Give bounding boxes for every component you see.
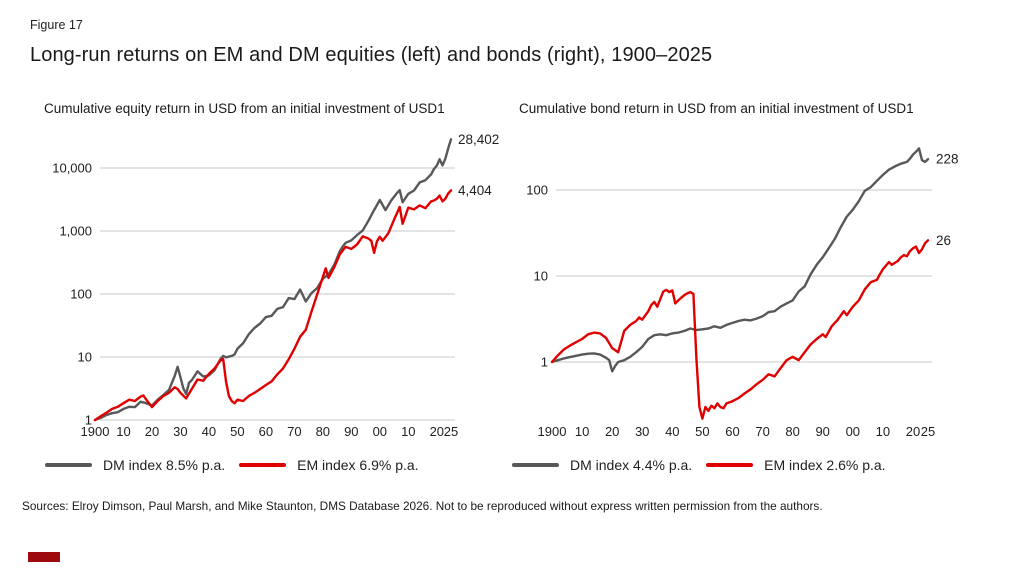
x-tick-label: 1900: [81, 424, 110, 439]
series-line-em: [93, 189, 453, 422]
x-tick-label: 20: [430, 424, 444, 439]
series-line-dm: [550, 147, 930, 373]
x-tick-label: 90: [344, 424, 358, 439]
bond-chart-legend: DM index 4.4% p.a. EM index 2.6% p.a.: [512, 456, 886, 474]
legend-item-dm: DM index 8.5% p.a.: [45, 457, 225, 473]
bond-chart-subtitle: Cumulative bond return in USD from an in…: [519, 101, 914, 116]
y-tick-label: 10,000: [52, 161, 92, 176]
x-tick-label: 70: [755, 424, 769, 439]
brand-mark: [28, 552, 60, 562]
equity-chart-subtitle: Cumulative equity return in USD from an …: [44, 101, 445, 116]
legend-label-em: EM index 2.6% p.a.: [764, 457, 886, 473]
figure-number-label: Figure 17: [30, 18, 83, 32]
x-tick-label: 20: [145, 424, 159, 439]
y-tick-label: 1: [85, 413, 92, 428]
x-tick-label: 30: [173, 424, 187, 439]
legend-item-em: EM index 2.6% p.a.: [706, 457, 886, 473]
series-line-dm: [93, 138, 453, 422]
series-end-label: 28,402: [458, 132, 499, 147]
legend-item-dm: DM index 4.4% p.a.: [512, 457, 692, 473]
legend-item-em: EM index 6.9% p.a.: [239, 457, 419, 473]
x-tick-label: 40: [665, 424, 679, 439]
y-tick-label: 10: [534, 269, 548, 284]
y-tick-label: 1: [541, 355, 548, 370]
figure-title: Long-run returns on EM and DM equities (…: [30, 44, 713, 66]
series-end-label: 228: [936, 152, 959, 167]
x-tick-label: 40: [202, 424, 216, 439]
x-tick-label: 10: [401, 424, 415, 439]
x-tick-label: 30: [635, 424, 649, 439]
y-tick-label: 10: [78, 350, 92, 365]
y-tick-label: 100: [526, 183, 548, 198]
x-tick-label: 20: [906, 424, 920, 439]
x-tick-label: 50: [230, 424, 244, 439]
series-end-label: 4,404: [458, 183, 492, 198]
x-tick-label: 1900: [538, 424, 567, 439]
x-tick-label: 10: [116, 424, 130, 439]
em-line-swatch: [239, 463, 287, 467]
x-tick-label: 70: [287, 424, 301, 439]
x-tick-label: 80: [785, 424, 799, 439]
x-tick-label: 00: [373, 424, 387, 439]
x-tick-label: 10: [876, 424, 890, 439]
legend-label-dm: DM index 8.5% p.a.: [103, 457, 226, 473]
legend-label-em: EM index 6.9% p.a.: [297, 457, 419, 473]
series-end-label: 26: [936, 233, 951, 248]
equity-chart-legend: DM index 8.5% p.a. EM index 6.9% p.a.: [45, 456, 419, 474]
x-tick-label: 80: [316, 424, 330, 439]
x-tick-label: 25: [921, 424, 935, 439]
source-note: Sources: Elroy Dimson, Paul Marsh, and M…: [22, 499, 823, 513]
x-tick-label: 20: [605, 424, 619, 439]
x-tick-label: 50: [695, 424, 709, 439]
series-line-em: [550, 239, 930, 420]
equity-line-chart: 1 10 100 1,000 10,000 1900 10 20 30 40 50 60 70 80 90 0…: [52, 132, 499, 439]
x-tick-label: 90: [815, 424, 829, 439]
em-line-swatch: [706, 463, 754, 467]
dm-line-swatch: [45, 463, 92, 467]
x-tick-label: 00: [846, 424, 860, 439]
legend-label-dm: DM index 4.4% p.a.: [570, 457, 693, 473]
dm-line-swatch: [512, 463, 559, 467]
y-tick-label: 100: [70, 287, 92, 302]
x-tick-label: 10: [575, 424, 589, 439]
x-tick-label: 25: [444, 424, 458, 439]
x-tick-label: 60: [259, 424, 273, 439]
x-tick-label: 60: [725, 424, 739, 439]
y-tick-label: 1,000: [59, 224, 92, 239]
